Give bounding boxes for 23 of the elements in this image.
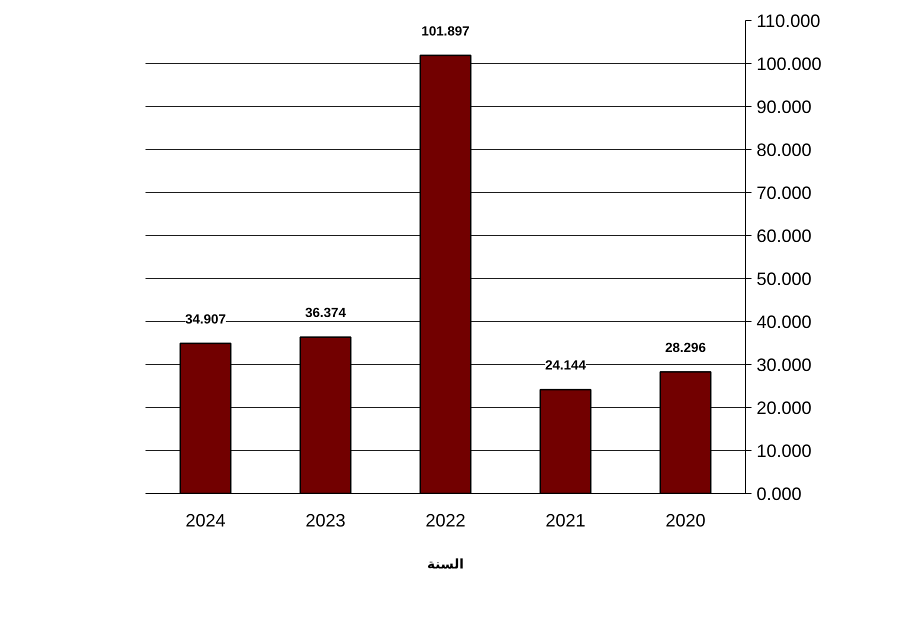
y-tick-label: 110.000 <box>756 11 820 31</box>
data-label: 24.144 <box>545 358 586 373</box>
x-tick-label: 2022 <box>425 510 466 530</box>
data-label: 101.897 <box>421 23 470 38</box>
x-tick-label: 2020 <box>665 510 706 530</box>
y-tick-label: 20.000 <box>756 398 812 418</box>
x-tick-label: 2023 <box>305 510 346 530</box>
y-tick-label: 40.000 <box>756 312 812 332</box>
data-label: 34.907 <box>185 311 226 326</box>
x-tick-label: 2021 <box>545 510 586 530</box>
y-tick-label: 100.000 <box>756 54 822 74</box>
y-tick-label: 70.000 <box>756 183 812 203</box>
y-tick-label: 10.000 <box>756 441 812 461</box>
y-tick-label: 60.000 <box>756 226 812 246</box>
data-label: 28.296 <box>665 340 706 355</box>
data-label: 36.374 <box>305 305 346 320</box>
y-tick-label: 90.000 <box>756 97 812 117</box>
x-axis-title: السنة <box>427 558 464 572</box>
x-tick-label: 2024 <box>185 510 226 530</box>
y-tick-label: 0.000 <box>756 484 802 504</box>
y-tick-label: 30.000 <box>756 355 812 375</box>
y-tick-label: 50.000 <box>756 269 812 289</box>
y-tick-label: 80.000 <box>756 140 812 160</box>
